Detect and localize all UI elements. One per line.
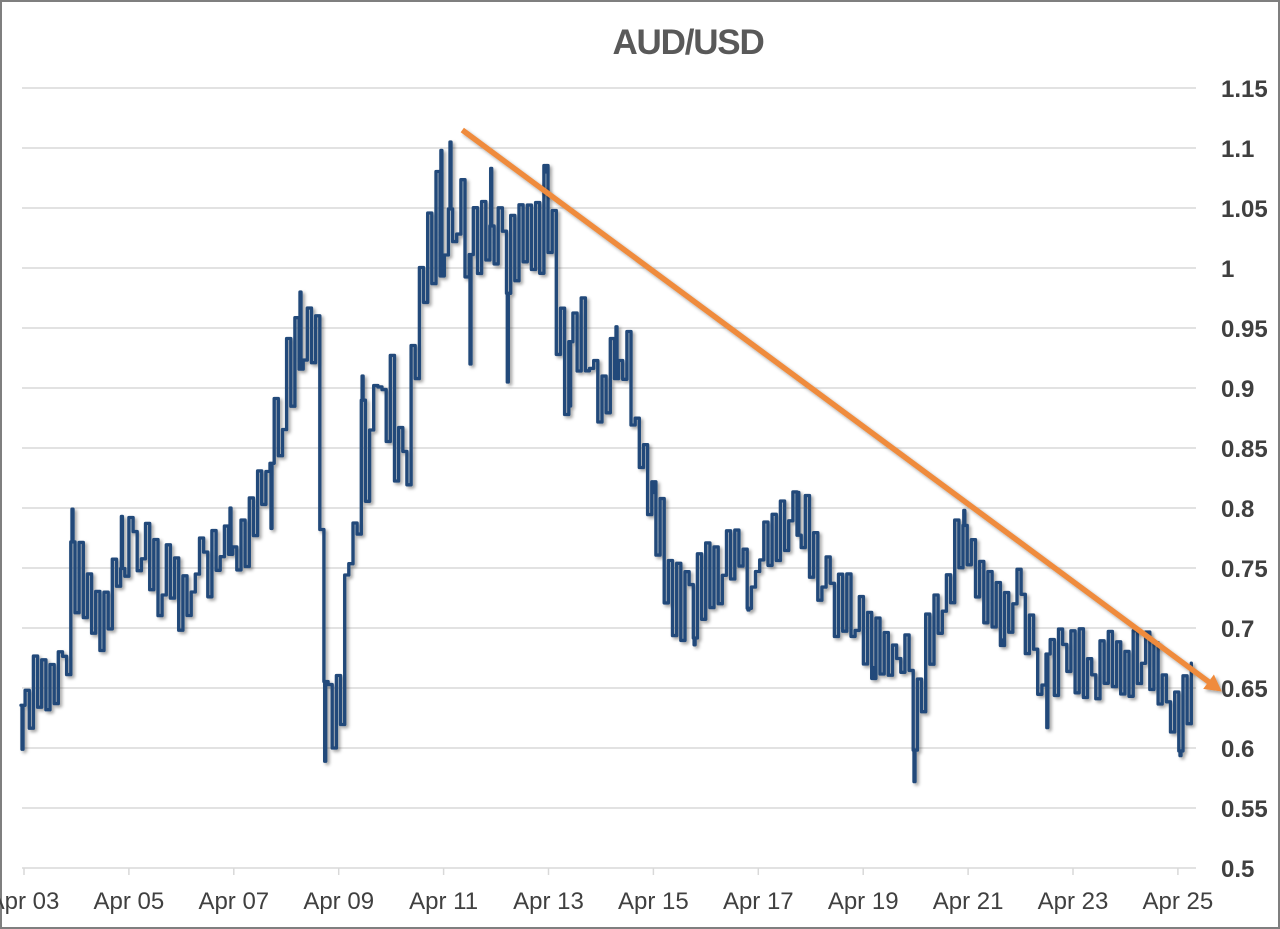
svg-text:0.6: 0.6 [1221, 736, 1254, 763]
svg-text:Apr 13: Apr 13 [513, 888, 584, 915]
svg-text:0.9: 0.9 [1221, 376, 1254, 403]
svg-text:0.5: 0.5 [1221, 856, 1254, 883]
svg-text:1.05: 1.05 [1221, 196, 1268, 223]
svg-text:Apr 07: Apr 07 [198, 888, 269, 915]
svg-text:0.55: 0.55 [1221, 796, 1268, 823]
svg-text:Apr 15: Apr 15 [618, 888, 689, 915]
svg-text:0.75: 0.75 [1221, 556, 1268, 583]
svg-text:Apr 11: Apr 11 [409, 888, 478, 915]
svg-text:Apr 09: Apr 09 [303, 888, 374, 915]
svg-text:0.7: 0.7 [1221, 616, 1254, 643]
svg-text:1.15: 1.15 [1221, 76, 1268, 103]
svg-text:0.8: 0.8 [1221, 496, 1254, 523]
svg-text:Apr 19: Apr 19 [828, 888, 899, 915]
svg-text:Apr 05: Apr 05 [94, 888, 165, 915]
svg-text:1.1: 1.1 [1221, 136, 1254, 163]
svg-text:Apr 21: Apr 21 [933, 888, 1004, 915]
svg-text:0.85: 0.85 [1221, 436, 1268, 463]
svg-text:1: 1 [1221, 256, 1234, 283]
svg-text:0.65: 0.65 [1221, 676, 1268, 703]
svg-text:Apr 03: Apr 03 [0, 888, 59, 915]
svg-text:Apr 23: Apr 23 [1038, 888, 1109, 915]
svg-text:Apr 25: Apr 25 [1143, 888, 1214, 915]
svg-text:0.95: 0.95 [1221, 316, 1268, 343]
svg-text:Apr 17: Apr 17 [723, 888, 794, 915]
svg-text:AUD/USD: AUD/USD [612, 23, 763, 62]
